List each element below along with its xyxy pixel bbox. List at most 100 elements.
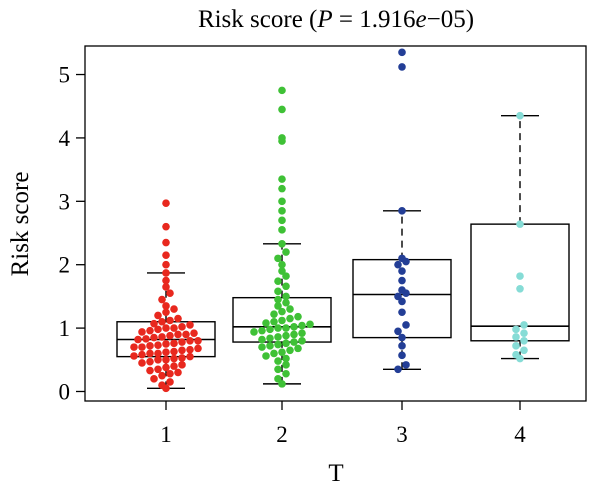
- data-point: [294, 344, 302, 353]
- data-point: [520, 336, 528, 345]
- data-point: [282, 361, 290, 369]
- data-point: [282, 339, 290, 348]
- plot-frame: [84, 45, 587, 402]
- data-point: [170, 324, 178, 332]
- y-tick-label: 0: [59, 379, 71, 404]
- y-tick-label: 5: [59, 63, 71, 88]
- data-point: [146, 342, 154, 350]
- data-point: [150, 333, 158, 342]
- data-point: [516, 354, 524, 363]
- data-point: [258, 343, 266, 351]
- data-point: [298, 321, 306, 330]
- data-point: [282, 292, 290, 301]
- data-point: [162, 302, 170, 310]
- data-point: [290, 330, 298, 339]
- data-point: [286, 346, 294, 355]
- data-point: [162, 251, 170, 259]
- data-point: [298, 329, 306, 337]
- data-point: [282, 272, 290, 280]
- data-point: [162, 276, 170, 285]
- data-point: [174, 330, 182, 339]
- data-point: [170, 362, 178, 370]
- data-point: [278, 316, 286, 325]
- data-point: [262, 319, 270, 327]
- data-point: [162, 340, 170, 348]
- data-point: [266, 325, 274, 334]
- data-point: [306, 320, 314, 329]
- data-point: [154, 349, 162, 358]
- data-point: [162, 355, 170, 364]
- data-point: [158, 371, 166, 380]
- data-point: [170, 305, 178, 313]
- data-point: [146, 326, 154, 335]
- data-point: [516, 284, 524, 293]
- data-point: [286, 314, 294, 323]
- data-point: [146, 366, 154, 375]
- data-point: [186, 336, 194, 345]
- data-points: [130, 48, 528, 393]
- data-point: [186, 321, 194, 329]
- data-point: [162, 238, 170, 247]
- data-point: [278, 239, 286, 248]
- data-point: [130, 352, 138, 360]
- data-point: [178, 346, 186, 355]
- data-point: [282, 354, 290, 363]
- data-point: [178, 361, 186, 369]
- data-point: [286, 305, 294, 313]
- data-point: [278, 86, 286, 95]
- data-point: [158, 333, 166, 341]
- data-point: [170, 354, 178, 363]
- data-point: [170, 347, 178, 356]
- data-point: [158, 317, 166, 326]
- data-point: [182, 330, 190, 339]
- data-point: [166, 331, 174, 340]
- y-axis-label: Risk score: [7, 172, 34, 277]
- data-point: [398, 48, 406, 57]
- data-point: [154, 355, 162, 364]
- data-point: [170, 339, 178, 348]
- data-point: [186, 352, 194, 361]
- x-axis-label: T: [328, 460, 343, 487]
- data-point: [138, 350, 146, 359]
- data-point: [278, 216, 286, 225]
- iqr-box: [470, 223, 570, 342]
- data-point: [154, 341, 162, 350]
- data-point: [270, 310, 278, 318]
- data-point: [294, 312, 302, 321]
- data-point: [162, 363, 170, 372]
- y-tick-label: 3: [59, 189, 71, 214]
- data-point: [138, 328, 146, 336]
- data-point: [166, 316, 174, 325]
- x-tick-label: 3: [396, 422, 408, 447]
- data-point: [178, 354, 186, 362]
- data-point: [146, 357, 154, 366]
- data-point: [278, 137, 286, 145]
- data-point: [162, 199, 170, 208]
- data-point: [162, 384, 170, 393]
- data-point: [166, 369, 174, 378]
- data-point: [402, 289, 410, 298]
- data-point: [282, 282, 290, 291]
- data-point: [162, 308, 170, 317]
- data-point: [398, 342, 406, 350]
- axes: 0 1 2 3 4 5 1 2 3 4: [59, 63, 527, 447]
- chart-title: Risk score (P = 1.916e−05): [198, 6, 474, 33]
- data-point: [402, 257, 410, 266]
- data-point: [266, 334, 274, 343]
- data-point: [274, 333, 282, 341]
- data-point: [516, 111, 524, 120]
- data-point: [282, 248, 290, 256]
- data-point: [278, 260, 286, 269]
- data-point: [282, 369, 290, 378]
- data-point: [258, 335, 266, 344]
- data-point: [138, 343, 146, 351]
- data-point: [290, 338, 298, 346]
- data-point: [158, 295, 166, 304]
- data-point: [258, 326, 266, 335]
- data-point: [398, 276, 406, 285]
- data-point: [162, 283, 170, 291]
- data-point: [290, 323, 298, 331]
- data-point: [278, 348, 286, 356]
- data-point: [190, 329, 198, 337]
